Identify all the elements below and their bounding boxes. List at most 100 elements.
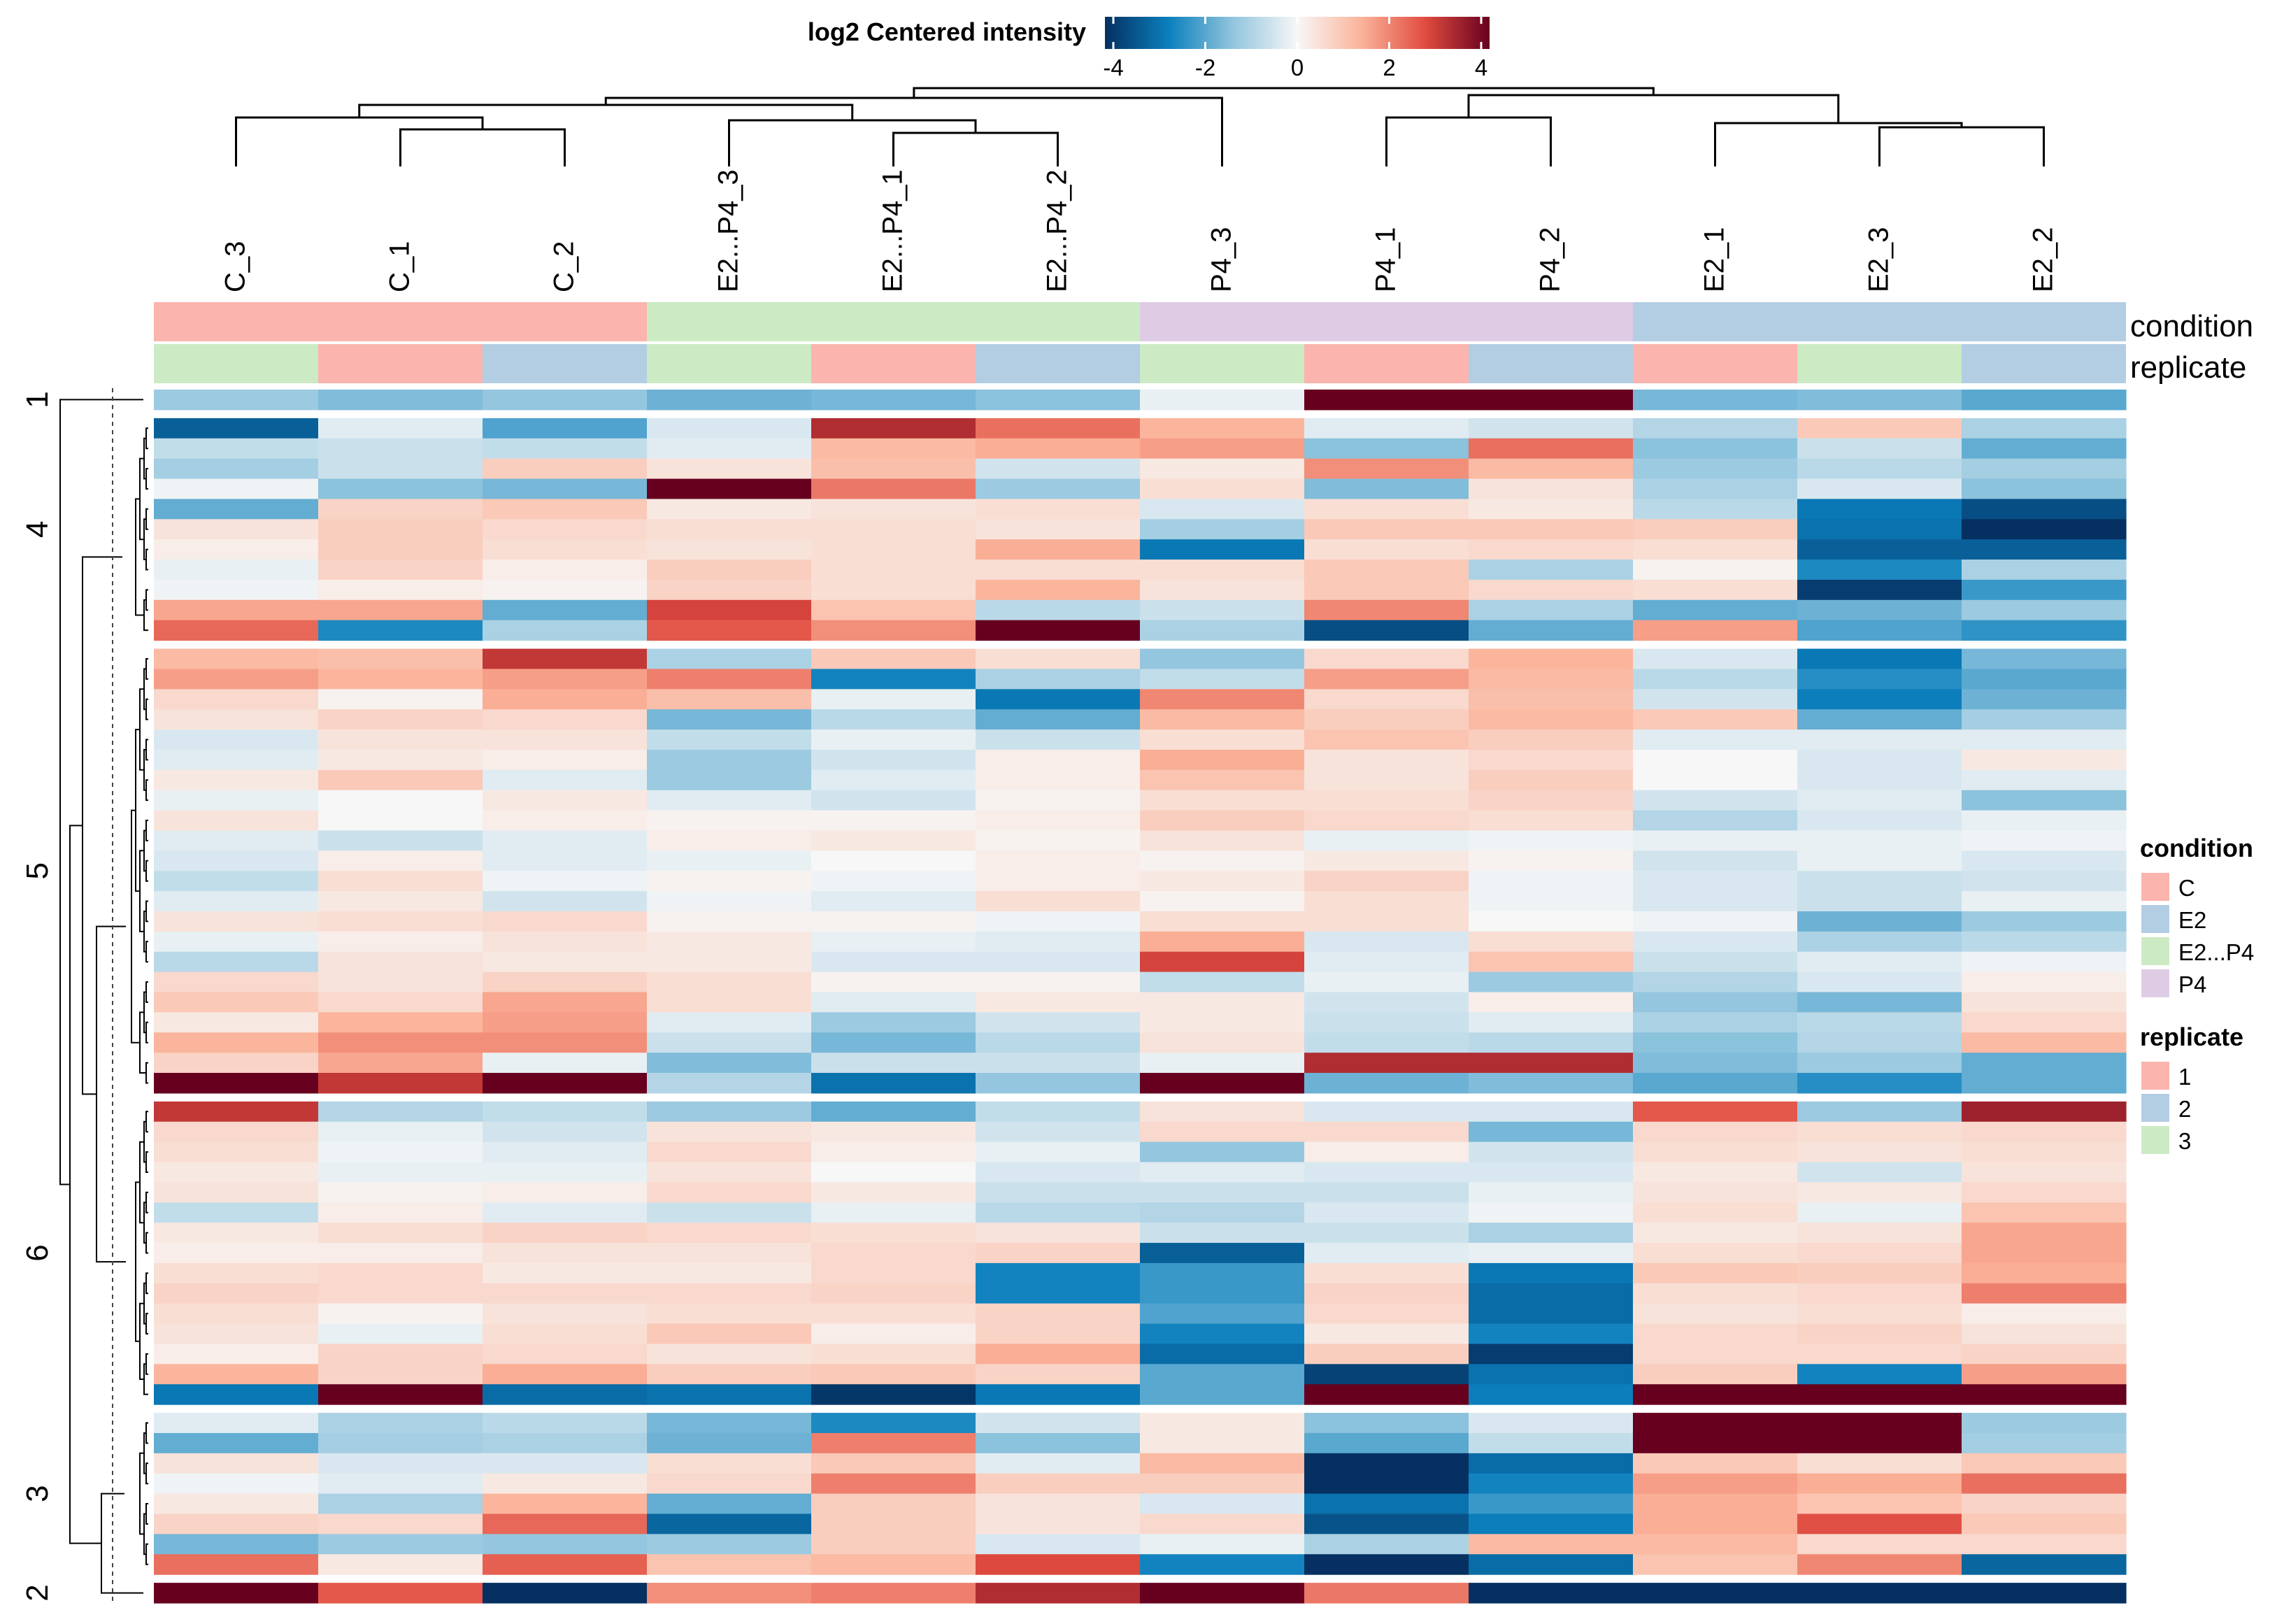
- heatmap-cell: [1797, 648, 1962, 670]
- row-dendrogram-link: [145, 1232, 148, 1254]
- colorbar-tick-label: 0: [1291, 55, 1304, 80]
- heatmap-cell: [1797, 1413, 1962, 1434]
- heatmap-cell: [154, 1493, 319, 1515]
- heatmap-cell: [811, 560, 976, 580]
- column-dendrogram-link: [728, 119, 977, 166]
- condition-legend-swatch: [2141, 873, 2169, 901]
- heatmap-cell: [483, 850, 648, 871]
- heatmap-cell: [1633, 390, 1798, 411]
- heatmap-cell: [154, 1413, 319, 1434]
- heatmap-cell: [1304, 458, 1469, 480]
- heatmap-cell: [1304, 971, 1469, 993]
- heatmap-cell: [811, 1121, 976, 1143]
- column-label: E2...P4_1: [878, 169, 908, 292]
- heatmap-cell: [811, 1344, 976, 1365]
- heatmap-cell: [647, 1493, 812, 1515]
- heatmap-cell: [811, 1101, 976, 1123]
- heatmap-cell: [1797, 951, 1962, 973]
- heatmap-cell: [318, 769, 483, 791]
- heatmap-cell: [483, 971, 648, 993]
- heatmap-cell: [483, 648, 648, 670]
- heatmap-cell: [483, 1262, 648, 1284]
- heatmap-cell: [1797, 810, 1962, 832]
- condition-annotation-cell: [647, 302, 811, 341]
- heatmap-cell: [154, 1202, 319, 1223]
- row-dendrogram-link: [145, 1353, 148, 1375]
- heatmap-cell: [318, 1364, 483, 1385]
- heatmap-cell: [1140, 1534, 1305, 1555]
- heatmap-cell: [1140, 891, 1305, 912]
- heatmap-cell: [1633, 560, 1798, 580]
- heatmap-cell: [1633, 1053, 1798, 1074]
- heatmap-cell: [1469, 689, 1634, 710]
- heatmap-cell: [976, 539, 1141, 560]
- heatmap-cell: [1469, 478, 1634, 499]
- heatmap-cell: [1797, 1162, 1962, 1183]
- heatmap-cell: [1469, 1493, 1634, 1515]
- heatmap-cell: [647, 1202, 812, 1223]
- heatmap-cell: [647, 992, 812, 1013]
- heatmap-cell: [1140, 669, 1305, 690]
- heatmap-cell: [318, 1323, 483, 1345]
- row-dendrogram-link: [145, 589, 148, 611]
- row-dendrogram-link: [145, 548, 148, 571]
- heatmap-cell: [1962, 971, 2127, 993]
- heatmap-cell: [1962, 689, 2127, 710]
- heatmap-cell: [1797, 1323, 1962, 1345]
- heatmap-cell: [154, 729, 319, 750]
- heatmap-cell: [483, 499, 648, 520]
- heatmap-cell: [647, 499, 812, 520]
- heatmap-cell: [1469, 850, 1634, 871]
- column-dendrogram-link: [399, 128, 566, 166]
- heatmap-cell: [1962, 1101, 2127, 1123]
- heatmap-cell: [1469, 1364, 1634, 1385]
- heatmap-cell: [647, 689, 812, 710]
- heatmap-cell: [976, 1012, 1141, 1033]
- heatmap-cell: [1140, 648, 1305, 670]
- heatmap-cell: [647, 790, 812, 811]
- heatmap-cell: [1962, 1243, 2127, 1264]
- heatmap-cell: [976, 1243, 1141, 1264]
- heatmap-cell: [976, 931, 1141, 953]
- heatmap-cell: [318, 689, 483, 710]
- condition-annotation-cell: [318, 302, 483, 341]
- heatmap-cell: [1633, 620, 1798, 641]
- heatmap-cell: [1962, 539, 2127, 560]
- heatmap-cell: [318, 1202, 483, 1223]
- heatmap-cell: [1797, 790, 1962, 811]
- heatmap-cell: [483, 1432, 648, 1454]
- heatmap-cell: [1962, 992, 2127, 1013]
- heatmap-cell: [811, 1182, 976, 1203]
- heatmap-cell: [318, 1101, 483, 1123]
- replicate-legend-swatch: [2141, 1062, 2169, 1090]
- heatmap-cell: [647, 1364, 812, 1385]
- heatmap-cell: [976, 1121, 1141, 1143]
- replicate-annotation-cell: [1304, 344, 1469, 383]
- heatmap-cell: [811, 1073, 976, 1094]
- heatmap-cell: [483, 1413, 648, 1434]
- replicate-legend-label: 1: [2178, 1064, 2191, 1090]
- heatmap-cell: [1633, 1554, 1798, 1575]
- column-label: P4_1: [1371, 227, 1401, 292]
- heatmap-cell: [1469, 871, 1634, 892]
- heatmap-cell: [1304, 1162, 1469, 1183]
- heatmap-cell: [1469, 1303, 1634, 1325]
- heatmap-cell: [811, 891, 976, 912]
- heatmap-cell: [1469, 1283, 1634, 1304]
- column-dendrogram-link: [892, 131, 1059, 166]
- heatmap-cell: [1797, 992, 1962, 1013]
- heatmap-cell: [483, 1323, 648, 1345]
- heatmap-cell: [1304, 1554, 1469, 1575]
- heatmap-cell: [976, 1032, 1141, 1053]
- heatmap-cell: [1633, 850, 1798, 871]
- heatmap-cell: [647, 1432, 812, 1454]
- heatmap-cell: [1304, 1384, 1469, 1405]
- heatmap-cell: [811, 709, 976, 730]
- heatmap-cell: [1140, 1053, 1305, 1074]
- heatmap-cell: [647, 599, 812, 621]
- heatmap-cell: [811, 769, 976, 791]
- heatmap-cell: [1633, 579, 1798, 601]
- heatmap-cell: [811, 992, 976, 1013]
